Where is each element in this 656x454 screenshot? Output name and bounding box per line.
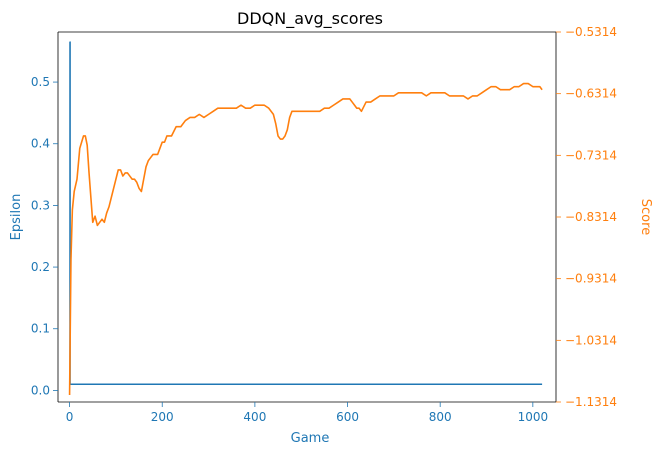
x-axis-ticks: 0 200 400 600 800 1000: [66, 402, 548, 424]
x-tick-label: 0: [66, 410, 74, 424]
left-y-axis-ticks: 0.0 0.1 0.2 0.3 0.4 0.5: [31, 75, 58, 397]
right-y-tick-label: −0.9314: [565, 272, 617, 286]
x-tick-label: 200: [151, 410, 174, 424]
plot-series: [68, 41, 543, 395]
right-y-axis-ticks: −1.1314 −1.0314 −0.9314 −0.8314 −0.7314 −0.63…: [556, 25, 617, 409]
left-y-tick-label: 0.3: [31, 198, 50, 212]
left-y-tick-label: 0.1: [31, 322, 50, 336]
x-tick-label: 800: [429, 410, 452, 424]
x-axis-label: Game: [291, 431, 330, 446]
left-y-tick-label: 0.2: [31, 260, 50, 274]
left-y-tick-label: 0.4: [31, 137, 50, 151]
x-tick-label: 600: [336, 410, 359, 424]
right-y-tick-label: −0.7314: [565, 148, 617, 162]
right-y-axis-label: Score: [638, 199, 653, 235]
x-tick-label: 400: [243, 410, 266, 424]
chart-title: DDQN_avg_scores: [237, 9, 383, 29]
left-y-tick-label: 0.5: [31, 75, 50, 89]
right-y-tick-label: −0.6314: [565, 87, 617, 101]
right-y-tick-label: −1.0314: [565, 333, 617, 347]
left-y-tick-label: 0.0: [31, 383, 50, 397]
right-y-tick-label: −1.1314: [565, 395, 617, 409]
right-y-tick-label: −0.8314: [565, 210, 617, 224]
axes-frame: [57, 31, 557, 403]
right-y-tick-label: −0.5314: [565, 25, 617, 39]
left-y-axis-label: Epsilon: [9, 194, 24, 241]
x-tick-label: 1000: [518, 410, 549, 424]
score-series-line: [68, 82, 543, 395]
epsilon-series-line: [69, 41, 543, 386]
